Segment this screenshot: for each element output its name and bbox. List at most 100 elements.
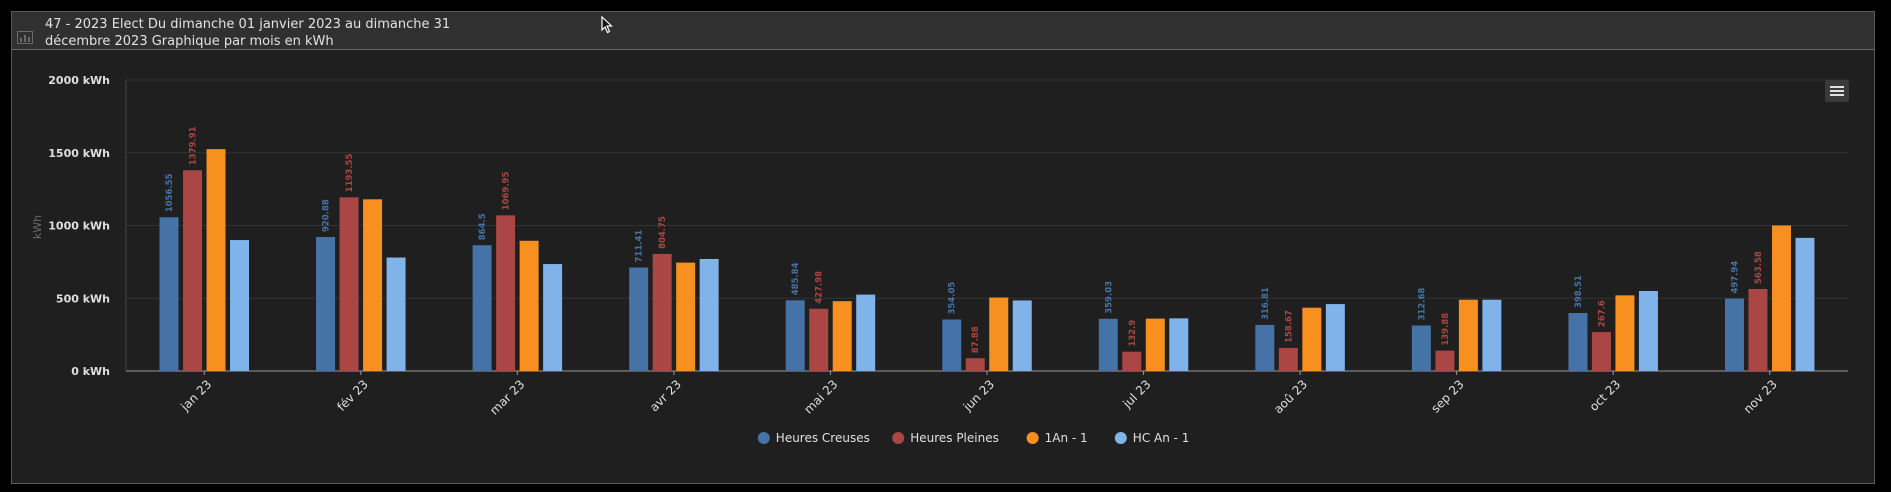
bar[interactable] bbox=[1012, 300, 1032, 371]
bar[interactable] bbox=[230, 240, 250, 371]
bar[interactable] bbox=[1771, 225, 1791, 372]
legend-item[interactable]: Heures Pleines bbox=[892, 431, 999, 445]
data-label: 864.5 bbox=[478, 213, 488, 240]
data-label: 485.84 bbox=[791, 262, 801, 295]
data-label: 359.03 bbox=[1104, 281, 1114, 314]
x-tick-label: nov 23 bbox=[1741, 377, 1780, 416]
x-tick-label: jan 23 bbox=[177, 377, 214, 414]
bar[interactable] bbox=[1325, 304, 1345, 371]
bar[interactable] bbox=[543, 264, 563, 371]
data-label: 87.88 bbox=[971, 326, 981, 353]
hamburger-menu-icon[interactable] bbox=[1825, 80, 1849, 102]
bar[interactable] bbox=[472, 245, 492, 371]
legend-item[interactable]: 1An - 1 bbox=[1026, 431, 1088, 445]
bar[interactable] bbox=[1169, 318, 1189, 371]
bar[interactable] bbox=[316, 237, 336, 371]
data-label: 158.67 bbox=[1284, 310, 1294, 343]
legend-label: 1An - 1 bbox=[1045, 431, 1088, 445]
bar[interactable] bbox=[496, 215, 516, 371]
data-label: 427.98 bbox=[815, 271, 825, 304]
bar[interactable] bbox=[1748, 288, 1768, 371]
bar[interactable] bbox=[386, 257, 406, 371]
data-label: 354.05 bbox=[948, 282, 958, 315]
legend-marker bbox=[892, 432, 905, 444]
bar[interactable] bbox=[1482, 299, 1502, 371]
bar[interactable] bbox=[965, 358, 985, 371]
bar[interactable] bbox=[942, 319, 962, 371]
y-tick-label: 0 kWh bbox=[71, 365, 110, 378]
bar[interactable] bbox=[989, 297, 1009, 371]
bar[interactable] bbox=[1255, 324, 1275, 371]
bar[interactable] bbox=[699, 258, 719, 371]
legend: Heures Creuses Heures Pleines 1An - 1 HC An… bbox=[757, 431, 1190, 445]
data-label: 1056.55 bbox=[165, 173, 175, 212]
y-tick-label: 2000 kWh bbox=[48, 74, 110, 87]
bar[interactable] bbox=[1591, 332, 1611, 371]
bar[interactable] bbox=[183, 170, 203, 371]
legend-label: Heures Creuses bbox=[776, 431, 870, 445]
panel-title: 47 - 2023 Elect Du dimanche 01 janvier 2… bbox=[45, 17, 451, 49]
mouse-cursor-icon bbox=[601, 16, 613, 34]
legend-item[interactable]: Heures Creuses bbox=[757, 431, 870, 445]
bar[interactable] bbox=[1724, 298, 1744, 371]
panel-header: 47 - 2023 Elect Du dimanche 01 janvier 2… bbox=[12, 12, 1874, 50]
bar[interactable] bbox=[1098, 318, 1118, 371]
bar[interactable] bbox=[676, 262, 696, 371]
data-label: 1069.95 bbox=[502, 172, 512, 211]
data-labels: 1056.55 1379.91 920.88 1193.55 864.5 1069.95 7… bbox=[165, 126, 1764, 353]
bar[interactable] bbox=[339, 197, 359, 371]
bar[interactable] bbox=[1615, 295, 1635, 371]
bar[interactable] bbox=[1795, 237, 1815, 371]
data-label: 497.94 bbox=[1730, 261, 1740, 294]
y-tick-label: 500 kWh bbox=[56, 292, 110, 305]
x-tick-label: sep 23 bbox=[1428, 377, 1466, 415]
x-tick-label: fév 23 bbox=[334, 377, 371, 414]
legend-item[interactable]: HC An - 1 bbox=[1114, 431, 1190, 445]
x-tick-label: mai 23 bbox=[801, 377, 840, 416]
bar[interactable] bbox=[1458, 299, 1478, 371]
data-label: 711.41 bbox=[635, 230, 645, 263]
data-label: 312.68 bbox=[1417, 288, 1427, 321]
bar[interactable] bbox=[1411, 325, 1431, 371]
bar[interactable] bbox=[363, 199, 383, 371]
bars bbox=[159, 149, 1815, 372]
data-label: 804.75 bbox=[658, 216, 668, 249]
bar[interactable] bbox=[1435, 350, 1455, 371]
data-label: 267.6 bbox=[1597, 300, 1607, 327]
x-tick-label: oct 23 bbox=[1587, 377, 1624, 414]
x-axis: jan 23 fév 23 mar 23 avr 23 mai 23 jun 23 jul … bbox=[177, 371, 1780, 418]
bar[interactable] bbox=[652, 253, 672, 371]
y-axis-title: kWh bbox=[31, 215, 44, 239]
legend-label: HC An - 1 bbox=[1133, 431, 1190, 445]
bar[interactable] bbox=[809, 308, 829, 371]
bar[interactable] bbox=[1122, 351, 1142, 371]
data-label: 398.51 bbox=[1574, 275, 1584, 308]
legend-marker bbox=[757, 432, 770, 444]
legend-label: Heures Pleines bbox=[910, 431, 999, 445]
data-label: 316.81 bbox=[1261, 287, 1271, 320]
bar[interactable] bbox=[856, 294, 876, 371]
legend-marker bbox=[1026, 432, 1039, 444]
bar[interactable] bbox=[206, 149, 226, 371]
bar[interactable] bbox=[832, 301, 852, 371]
x-tick-label: aoû 23 bbox=[1271, 377, 1310, 416]
bar[interactable] bbox=[1145, 318, 1165, 371]
data-label: 920.88 bbox=[322, 199, 332, 232]
data-label: 1379.91 bbox=[189, 126, 199, 165]
bar[interactable] bbox=[1568, 313, 1588, 371]
bar[interactable] bbox=[1278, 347, 1298, 371]
x-tick-label: jul 23 bbox=[1119, 377, 1153, 411]
data-label: 563.58 bbox=[1754, 251, 1764, 284]
bar[interactable] bbox=[629, 267, 649, 371]
bar[interactable] bbox=[785, 300, 805, 371]
bar[interactable] bbox=[519, 240, 539, 371]
x-tick-label: jun 23 bbox=[960, 377, 997, 414]
x-tick-label: mar 23 bbox=[487, 377, 527, 417]
bar[interactable] bbox=[1302, 307, 1322, 371]
chart-icon bbox=[17, 31, 33, 44]
data-label: 1193.55 bbox=[345, 154, 355, 193]
bar[interactable] bbox=[159, 217, 179, 371]
bar[interactable] bbox=[1638, 290, 1658, 371]
y-axis: 0 kWh 500 kWh 1000 kWh 1500 kWh 2000 kWh bbox=[48, 74, 127, 378]
